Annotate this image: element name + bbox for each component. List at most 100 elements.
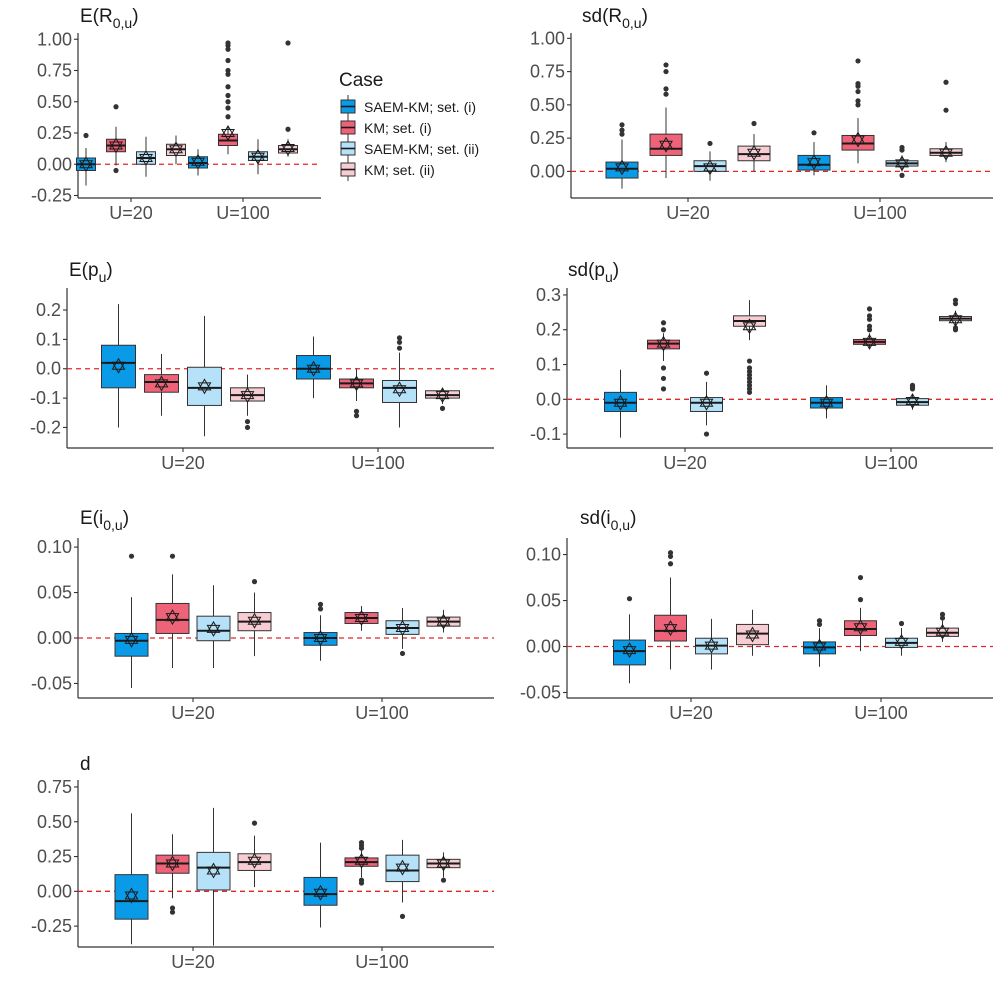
y-tick-label: -0.2 [30, 417, 61, 437]
box-body [114, 632, 149, 657]
box-U=100-series-1 [296, 336, 331, 399]
mean-marker-up [395, 859, 410, 872]
mean-marker-down [395, 863, 410, 876]
mean-marker-down [281, 144, 295, 156]
y-tick-label: 0.75 [530, 62, 565, 82]
box-U=100-series-1 [810, 385, 843, 419]
mean-marker-down [939, 148, 953, 161]
mean-marker-down [819, 398, 834, 411]
outlier-point [660, 320, 667, 326]
mean-marker-up [699, 394, 714, 407]
outlier-point [751, 120, 757, 127]
box-U=20-series-2 [654, 550, 687, 670]
y-tick-label: 0.00 [37, 154, 72, 174]
panel-title-end: ) [630, 508, 636, 529]
box-U=100-series-2 [218, 40, 238, 155]
x-tick-label: U=20 [161, 453, 205, 473]
outlier-point [866, 306, 873, 312]
box-body [382, 379, 417, 403]
mean-marker-up [436, 855, 451, 868]
mean-marker-down [699, 398, 714, 411]
outlier-point [225, 71, 231, 77]
mean-marker-up [742, 318, 757, 331]
outlier-point [952, 301, 959, 307]
x-tick-label: U=100 [864, 453, 918, 473]
mean-marker-down [853, 623, 868, 636]
y-tick-label: 0.05 [526, 591, 561, 611]
box-U=20-series-2 [106, 104, 126, 174]
outlier-point [866, 327, 873, 333]
mean-marker-down [240, 391, 255, 404]
box-U=100-series-1 [303, 842, 338, 928]
box-U=20-series-4 [230, 374, 265, 431]
panel-title: sd(i0,u) [580, 508, 636, 533]
x-tick-label: U=20 [663, 453, 707, 473]
outlier-point [866, 316, 873, 322]
mean-marker-up [313, 630, 328, 642]
y-tick-label: 0.0 [36, 359, 61, 379]
mean-marker-down [206, 866, 221, 879]
box-U=20-series-1 [604, 369, 637, 438]
panel-title-end: ) [132, 6, 138, 27]
mean-marker-down [395, 624, 410, 636]
box-body [296, 355, 331, 380]
mean-marker-up [124, 887, 139, 900]
outlier-point [619, 122, 625, 128]
outlier-point [899, 172, 905, 178]
mean-marker-down [165, 859, 180, 872]
box-U=100-series-3 [248, 139, 268, 175]
mean-marker-up [935, 623, 950, 636]
box-body [187, 366, 222, 406]
y-tick-label: -0.25 [31, 186, 72, 206]
outlier-point [113, 167, 119, 174]
box-U=100-series-3 [382, 335, 417, 428]
legend-title: Case [339, 70, 383, 91]
panel-title-main: sd(p [568, 260, 605, 281]
panel-title-subscript: 0,u [113, 15, 132, 31]
mean-marker-up [354, 852, 369, 865]
outlier-point [83, 132, 89, 139]
mean-marker-down [812, 642, 827, 655]
box-U=20-series-1 [114, 553, 149, 688]
outlier-point [396, 335, 403, 341]
outlier-point [663, 91, 669, 97]
mean-marker-down [247, 616, 262, 629]
y-tick-label: 0.50 [530, 95, 565, 115]
box-U=100-series-3 [896, 382, 929, 410]
outlier-point [660, 386, 667, 392]
box-body [101, 344, 136, 389]
mean-marker-down [615, 163, 629, 176]
y-tick-label: 0.2 [36, 300, 61, 320]
y-tick-label: -0.05 [31, 673, 72, 693]
y-tick-label: 0.50 [37, 812, 72, 832]
mean-marker-up [703, 159, 717, 172]
outlier-point [626, 596, 633, 602]
outlier-point [225, 92, 231, 99]
mean-marker-down [79, 160, 93, 173]
mean-marker-down [948, 315, 963, 328]
mean-marker-down [435, 391, 450, 404]
mean-marker-up [615, 159, 629, 172]
outlier-point [169, 905, 176, 911]
box-body [613, 639, 646, 666]
outlier-point [855, 102, 861, 108]
outlier-point [855, 58, 861, 64]
mean-marker-up [349, 375, 364, 388]
panel-title: sd(R0,u) [582, 6, 648, 31]
mean-marker-up [206, 862, 221, 875]
box-body [690, 397, 723, 412]
mean-marker-down [221, 129, 235, 141]
box-body [144, 374, 179, 393]
y-tick-label: 0.00 [37, 628, 72, 648]
mean-marker-down [436, 617, 451, 630]
outlier-point [225, 99, 231, 105]
outlier-point [317, 601, 324, 607]
box-U=20-series-3 [196, 585, 231, 668]
outlier-point [943, 107, 949, 113]
outlier-point [939, 615, 946, 621]
box-body [303, 876, 338, 906]
mean-marker-down [313, 888, 328, 901]
box-U=100-series-4 [929, 79, 963, 163]
panel-title: d [80, 754, 91, 775]
